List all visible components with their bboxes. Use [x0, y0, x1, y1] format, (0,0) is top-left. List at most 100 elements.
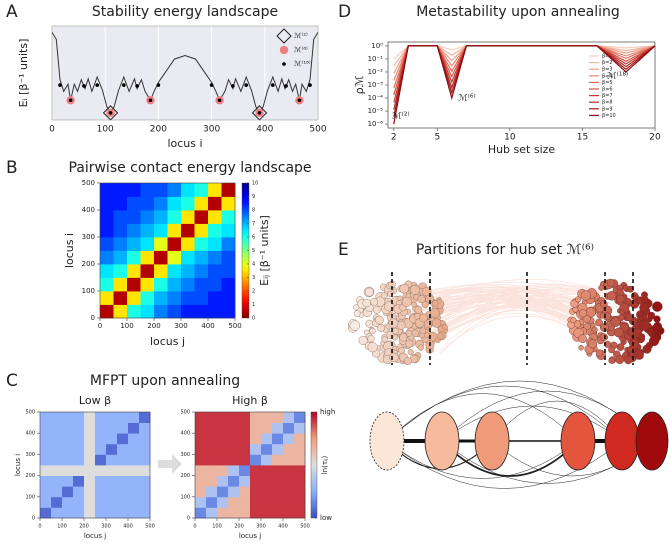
- heatmap-cell: [73, 475, 85, 487]
- heatmap-cell: [206, 475, 218, 487]
- heatmap-cell: [208, 250, 222, 265]
- heatmap-cell: [40, 433, 52, 445]
- node: [369, 327, 376, 335]
- heatmap-cell: [217, 454, 229, 466]
- heatmap-cell: [239, 433, 251, 445]
- node: [389, 352, 399, 363]
- heatmap-cell: [181, 304, 195, 319]
- y-axis-label: Eᵢ [β⁻¹ units]: [17, 39, 30, 108]
- heatmap-cell: [62, 465, 74, 476]
- heatmap-cell: [95, 496, 107, 508]
- heatmap-cell: [206, 443, 218, 455]
- heatmap-cell: [106, 496, 118, 508]
- heatmap-cell: [51, 454, 63, 466]
- heatmap-cell: [181, 291, 195, 305]
- heatmap-cell: [100, 196, 114, 211]
- partition-link: [386, 440, 579, 479]
- heatmap-cell: [140, 304, 155, 319]
- heatmap-cell: [239, 443, 251, 455]
- hub-marker: [82, 84, 86, 88]
- node: [411, 301, 417, 308]
- y-axis-label: ρℳ: [353, 75, 366, 94]
- hub-marker: [217, 98, 222, 103]
- heatmap-cell: [228, 454, 240, 466]
- node: [608, 357, 615, 364]
- heatmap-cell: [95, 412, 107, 423]
- heatmap-cell: [139, 454, 151, 466]
- heatmap-cell: [194, 183, 209, 197]
- legend-label: β=9: [602, 106, 613, 112]
- hub-marker: [297, 98, 302, 103]
- heatmap-cell: [128, 496, 140, 508]
- y-tick-label: 400: [82, 206, 95, 214]
- heatmap-cell: [217, 475, 229, 487]
- node: [645, 341, 654, 350]
- x-tick-label: 300: [101, 524, 111, 530]
- y-tick-label: 200: [82, 260, 95, 268]
- heatmap-cell: [217, 412, 229, 423]
- heatmap-cell: [206, 454, 218, 466]
- panel-label: C: [6, 371, 18, 391]
- annotation: ℳ⁽²⁾: [392, 112, 410, 122]
- y-tick-label: 0: [187, 516, 190, 522]
- heatmap-cell: [139, 465, 151, 476]
- edge: [431, 302, 624, 350]
- x-tick-label: 100: [57, 524, 67, 530]
- heatmap-cell: [167, 250, 182, 265]
- heatmap-cell: [95, 454, 107, 466]
- heatmap-cell: [250, 475, 262, 487]
- heatmap-cell: [128, 486, 140, 498]
- heatmap-cell: [206, 486, 218, 498]
- heatmap-cell: [95, 475, 107, 487]
- heatmap-cell: [221, 264, 236, 278]
- x-tick-label: 0: [49, 125, 55, 135]
- node: [407, 349, 414, 356]
- y-tick-label: 300: [82, 233, 95, 241]
- node: [570, 317, 577, 324]
- panel-label: D: [338, 2, 351, 22]
- heatmap-cell: [154, 223, 168, 238]
- partition: [474, 411, 510, 471]
- heatmap-cell: [62, 433, 74, 445]
- hub-marker: [276, 28, 292, 44]
- heatmap-cell: [117, 465, 129, 476]
- heatmap-cell: [294, 454, 306, 466]
- node: [616, 288, 624, 297]
- node: [364, 287, 374, 297]
- node: [436, 332, 444, 340]
- heatmap-cell: [95, 443, 107, 455]
- heatmap-cell: [127, 250, 141, 265]
- heatmap-cell: [206, 496, 218, 508]
- heatmap-cell: [51, 475, 63, 487]
- heatmap-cell: [113, 237, 128, 251]
- heatmap-cell: [40, 486, 52, 498]
- heatmap-cell: [62, 443, 74, 455]
- node: [598, 284, 605, 291]
- y-tick-label: 10⁻³: [368, 81, 384, 89]
- node: [615, 355, 625, 365]
- heatmap-cell: [73, 465, 85, 476]
- heatmap-cell: [73, 486, 85, 498]
- heatmap-cell: [73, 433, 85, 445]
- x-tick-label: 200: [234, 524, 244, 530]
- heatmap-cell: [100, 277, 114, 292]
- series-line: [393, 45, 656, 96]
- heatmap-cell: [272, 454, 284, 466]
- x-axis-label: locus j: [239, 532, 261, 540]
- x-tick-label: 0: [98, 322, 102, 330]
- colorbar-tick-label: 3: [252, 275, 255, 281]
- heatmap-cell: [239, 454, 251, 466]
- heatmap-cell: [100, 264, 114, 278]
- heatmap-cell: [73, 412, 85, 423]
- x-tick-label: 500: [145, 524, 155, 530]
- heatmap-cell: [261, 475, 273, 487]
- heatmap-cell: [239, 507, 251, 519]
- heatmap-cell: [221, 237, 236, 251]
- heatmap-cell: [51, 507, 63, 519]
- hub-marker: [257, 111, 262, 115]
- heatmap-cell: [40, 475, 52, 487]
- legend-label: β=10: [602, 113, 616, 119]
- plot-frame: [39, 411, 151, 519]
- node: [419, 327, 426, 334]
- y-tick-label: 100: [82, 287, 95, 295]
